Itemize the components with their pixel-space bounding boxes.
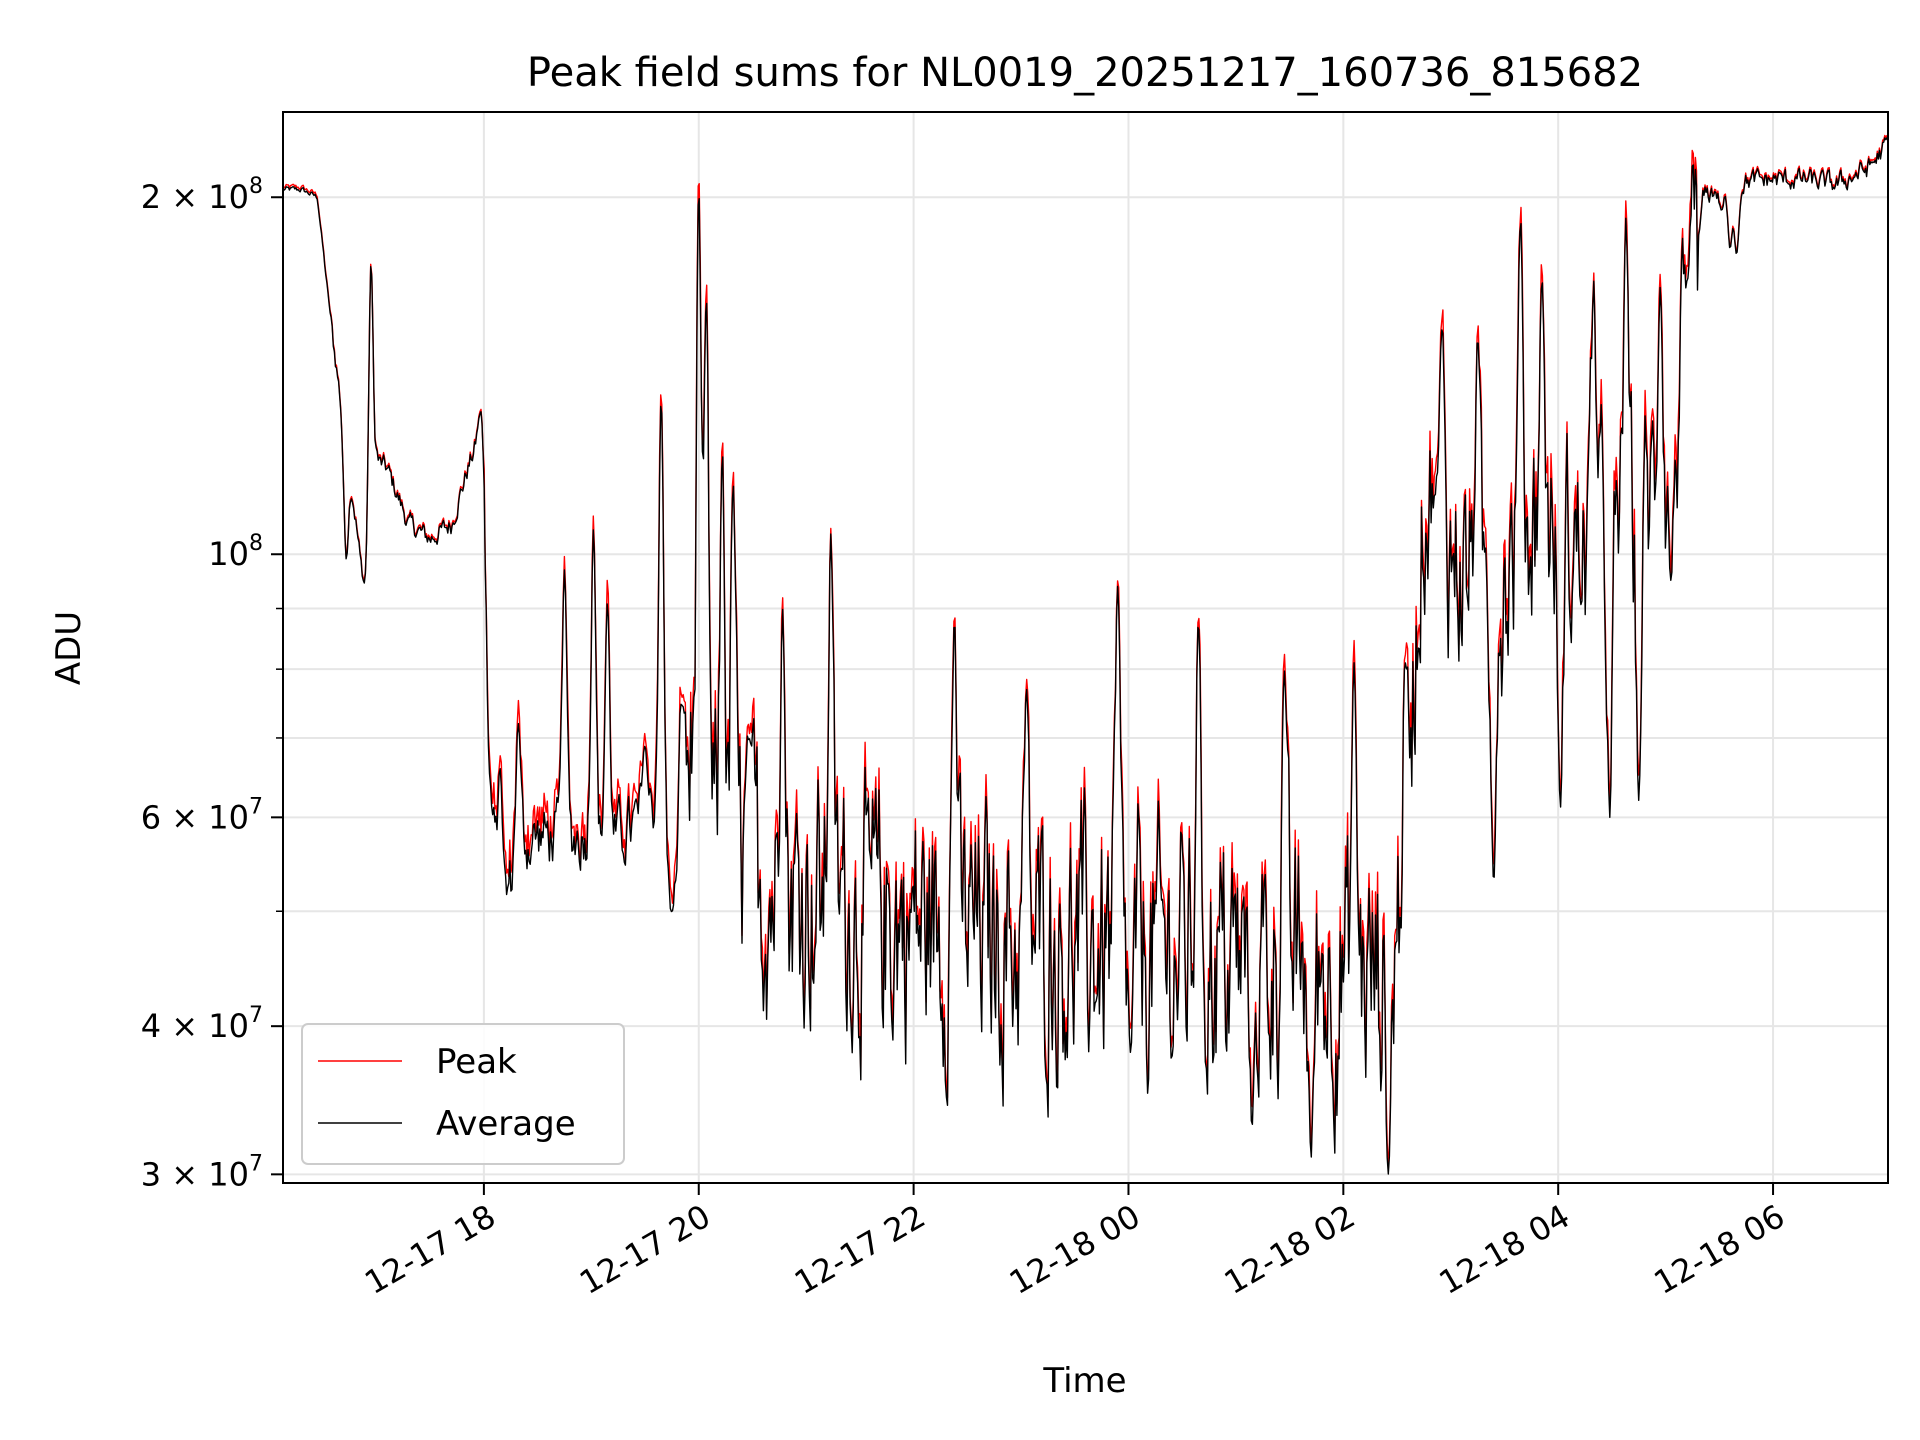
chart-title: Peak field sums for NL0019_20251217_1607… <box>527 50 1643 96</box>
legend-box <box>301 1023 625 1165</box>
y-axis-label: ADU <box>49 611 89 685</box>
y-tick-label: 108 <box>208 531 263 573</box>
plot-frame <box>282 111 1889 1184</box>
legend: Peak Average <box>301 1023 625 1165</box>
plot-area <box>282 134 1889 1175</box>
y-tick-label: 6 × 107 <box>141 794 263 836</box>
y-tick-label: 4 × 107 <box>141 1003 263 1045</box>
y-tick-label: 3 × 107 <box>141 1151 263 1193</box>
x-axis-label: Time <box>1042 1361 1126 1401</box>
legend-label-average: Average <box>436 1104 576 1144</box>
legend-label-peak: Peak <box>436 1042 517 1082</box>
y-tick-label: 2 × 108 <box>141 174 263 216</box>
series-line-average <box>282 137 1889 1175</box>
